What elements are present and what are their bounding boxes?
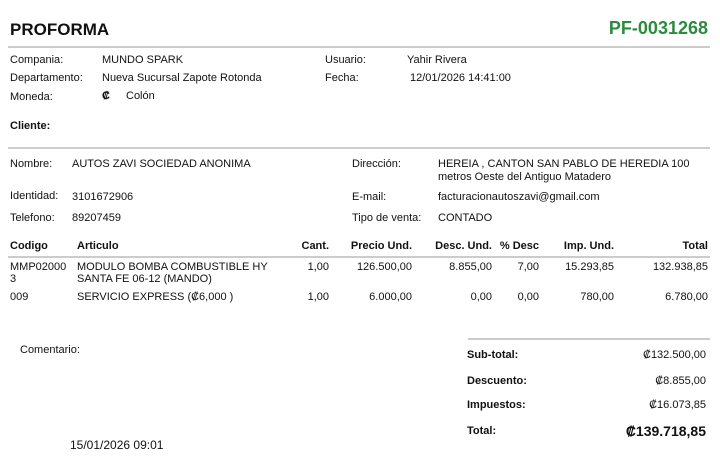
departamento-label: Departamento: <box>10 72 83 84</box>
departamento-value: Nueva Sucursal Zapote Rotonda <box>102 72 262 84</box>
subtotal-label: Sub-total: <box>467 349 519 361</box>
row-articulo-cont: SANTA FE 06-12 (MANDO) <box>77 273 212 285</box>
row-imp: 15.293,85 <box>565 261 614 273</box>
col-cant: Cant. <box>301 240 330 252</box>
colon-symbol-icon: ₡ <box>102 90 110 102</box>
subtotal-value: ₡132.500,00 <box>643 349 706 361</box>
col-codigo: Codigo <box>10 240 48 252</box>
comentario-label: Comentario: <box>20 344 80 356</box>
row-codigo: 009 <box>10 291 29 303</box>
usuario-value: Yahir Rivera <box>407 54 467 66</box>
divider <box>8 46 710 48</box>
divider <box>468 338 710 340</box>
divider <box>8 147 710 149</box>
row-precio: 6.000,00 <box>369 291 412 303</box>
email-label: E-mail: <box>352 191 387 203</box>
tipo-venta-label: Tipo de venta: <box>352 212 422 224</box>
total-value: ₡139.718,85 <box>625 423 706 439</box>
row-codigo-cont: 3 <box>10 273 17 285</box>
col-imp: Imp. Und. <box>563 240 614 252</box>
descuento-value: ₡8.855,00 <box>655 375 706 387</box>
document-title: PROFORMA <box>10 20 110 39</box>
usuario-label: Usuario: <box>325 54 366 66</box>
col-precio: Precio Und. <box>350 240 412 252</box>
divider <box>8 256 710 258</box>
row-articulo: MODULO BOMBA COMBUSTIBLE HY <box>77 261 268 273</box>
tipo-venta-value: CONTADO <box>438 212 493 224</box>
impuestos-value: ₡16.073,85 <box>649 399 706 411</box>
fecha-label: Fecha: <box>325 72 359 84</box>
row-total: 6.780,00 <box>665 291 708 303</box>
row-imp: 780,00 <box>580 291 614 303</box>
identidad-value: 3101672906 <box>72 191 134 203</box>
print-date: 15/01/2026 09:01 <box>70 438 164 452</box>
document-number: PF-0031268 <box>608 18 708 38</box>
row-precio: 126.500,00 <box>356 261 412 273</box>
total-label: Total: <box>467 425 497 437</box>
col-desc: Desc. Und. <box>435 240 492 252</box>
direccion-line-2: metros Oeste del Antiguo Matadero <box>438 171 612 183</box>
row-total: 132.938,85 <box>652 261 708 273</box>
compania-label: Compania: <box>10 54 64 66</box>
fecha-value: 12/01/2026 14:41:00 <box>410 72 511 84</box>
row-desc: 8.855,00 <box>449 261 492 273</box>
col-pdesc: % Desc <box>499 240 539 252</box>
row-codigo: MMP02000 <box>10 261 67 273</box>
email-value: facturacionautoszavi@gmail.com <box>438 191 600 203</box>
nombre-value: AUTOS ZAVI SOCIEDAD ANONIMA <box>72 158 251 170</box>
telefono-label: Telefono: <box>10 212 55 224</box>
identidad-label: Identidad: <box>10 190 59 202</box>
nombre-label: Nombre: <box>10 158 53 170</box>
row-pdesc: 7,00 <box>517 261 539 273</box>
row-articulo: SERVICIO EXPRESS (₡6,000 ) <box>77 291 234 303</box>
row-cant: 1,00 <box>307 291 329 303</box>
moneda-value: Colón <box>126 90 155 102</box>
row-pdesc: 0,00 <box>517 291 539 303</box>
impuestos-label: Impuestos: <box>467 399 526 411</box>
telefono-value: 89207459 <box>72 212 121 224</box>
cliente-section-label: Cliente: <box>10 120 51 132</box>
moneda-label: Moneda: <box>10 91 53 103</box>
row-cant: 1,00 <box>307 261 329 273</box>
col-total: Total <box>682 240 708 252</box>
compania-value: MUNDO SPARK <box>102 54 184 66</box>
descuento-label: Descuento: <box>467 375 527 387</box>
row-desc: 0,00 <box>470 291 492 303</box>
direccion-line-1: HEREIA , CANTON SAN PABLO DE HEREDIA 100 <box>438 158 690 170</box>
col-articulo: Articulo <box>77 240 119 252</box>
direccion-label: Dirección: <box>352 158 401 170</box>
